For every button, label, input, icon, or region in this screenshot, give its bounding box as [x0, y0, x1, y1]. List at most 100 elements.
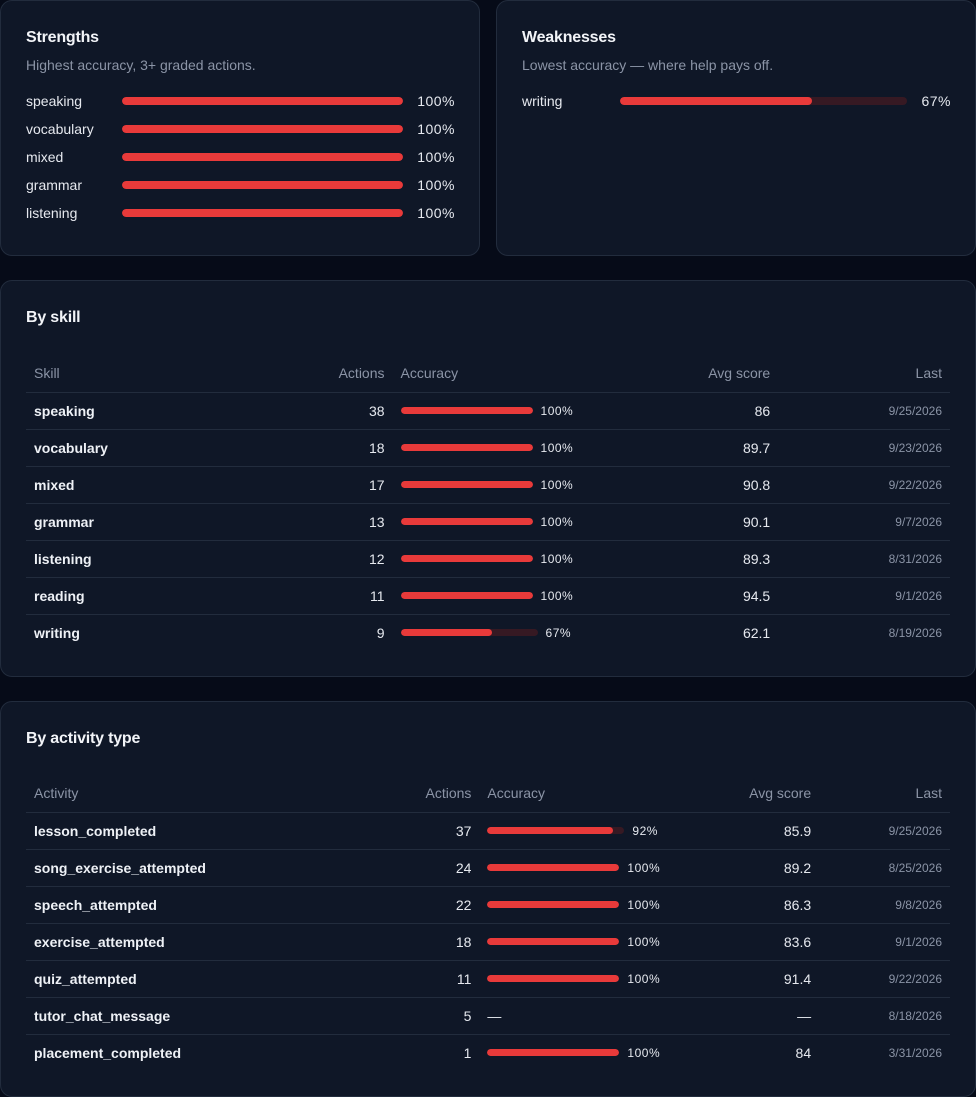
row-last-date: 9/7/2026 — [778, 503, 950, 541]
row-last-date: 9/22/2026 — [819, 960, 950, 998]
row-actions: 12 — [220, 540, 393, 578]
column-header-avg-score[interactable]: Avg score — [622, 355, 779, 393]
accuracy-bar-fill — [122, 181, 403, 189]
accuracy-bar-fill — [400, 444, 533, 451]
row-avg-score: 84 — [795, 1044, 812, 1061]
column-header-last[interactable]: Last — [819, 775, 950, 813]
table-row[interactable]: tutor_chat_message 5— —8/18/2026 — [26, 997, 950, 1035]
row-last-date: 9/25/2026 — [778, 392, 950, 430]
accuracy-bar — [487, 864, 620, 871]
accuracy-percent: 100% — [627, 971, 661, 986]
accuracy-empty: — — [487, 1007, 502, 1024]
row-accuracy: 100% — [479, 849, 698, 887]
table-row[interactable]: speech_attempted 22 100% 86.3 9/8/2026 — [26, 886, 950, 924]
column-header-activity[interactable]: Activity — [26, 775, 306, 813]
accuracy-percent: 100% — [540, 440, 574, 455]
bar-label: speaking — [26, 93, 83, 109]
row-avg-score: 86 — [622, 392, 779, 430]
column-header-avg-score[interactable]: Avg score — [697, 775, 820, 813]
table-row[interactable]: reading 11 100% 94.5 9/1/2026 — [26, 577, 950, 615]
row-last-date: 8/19/2026 — [888, 625, 942, 640]
by-skill-card: By skill Skill Actions Accuracy Avg scor… — [0, 280, 976, 677]
weaknesses-title: Weaknesses — [522, 29, 616, 46]
row-actions: 17 — [220, 466, 393, 504]
table-row[interactable]: exercise_attempted 18 100% 83.6 9/1/2026 — [26, 923, 950, 961]
row-name: tutor_chat_message — [26, 997, 306, 1035]
row-name: mixed — [26, 466, 221, 504]
accuracy-cell: 100% — [487, 935, 689, 949]
row-last-date: 9/22/2026 — [778, 466, 950, 504]
row-avg-score: — — [697, 997, 820, 1035]
accuracy-cell: 100% — [400, 589, 615, 603]
row-last-date: 9/8/2026 — [819, 886, 950, 924]
column-header-actions[interactable]: Actions — [305, 775, 480, 813]
accuracy-bar — [487, 827, 625, 834]
row-avg-score: 90.1 — [622, 503, 779, 541]
bar-row: writing 67% — [522, 87, 951, 115]
table-row[interactable]: placement_completed 1 100% 84 3/31/2026 — [26, 1034, 950, 1071]
by-activity-card: By activity type Activity Actions Accura… — [0, 701, 976, 1097]
accuracy-percent: 100% — [417, 205, 455, 221]
accuracy-percent: 100% — [627, 860, 661, 875]
row-avg-score: 86.3 — [697, 886, 820, 924]
table-row[interactable]: vocabulary 18 100% 89.7 9/23/2026 — [26, 429, 950, 467]
accuracy-bar-fill — [487, 864, 620, 871]
row-name: vocabulary — [26, 429, 221, 467]
row-name: song_exercise_attempted — [26, 849, 306, 887]
accuracy-percent: 100% — [627, 1045, 661, 1060]
accuracy-bar — [400, 407, 533, 414]
accuracy-percent: 67% — [545, 625, 572, 640]
table-row[interactable]: grammar 13 100% 90.1 9/7/2026 — [26, 503, 950, 541]
column-header-actions[interactable]: Actions — [220, 355, 393, 393]
bar-row: vocabulary 100% — [26, 115, 455, 143]
table-row[interactable]: lesson_completed 37 92% 85.9 9/25/2026 — [26, 812, 950, 850]
accuracy-percent: 67% — [921, 93, 951, 109]
bar-label: grammar — [26, 177, 83, 193]
strengths-list: speaking 100% vocabulary 100% mixed 100% gramm… — [26, 87, 455, 227]
weaknesses-card: Weaknesses Lowest accuracy — where help … — [496, 0, 976, 256]
table-row[interactable]: song_exercise_attempted 24 100% 89.2 8/25/20… — [26, 849, 950, 887]
accuracy-bar — [400, 518, 533, 525]
accuracy-bar-fill — [400, 592, 533, 599]
table-row[interactable]: listening 12 100% 89.3 8/31/2026 — [26, 540, 950, 578]
column-header-last[interactable]: Last — [778, 355, 950, 393]
bar-label: writing — [522, 93, 563, 109]
row-name: writing — [34, 624, 80, 641]
row-avg-score: 83.6 — [697, 923, 820, 961]
by-skill-table: Skill Actions Accuracy Avg score Last sp… — [26, 355, 950, 651]
table-row[interactable]: mixed 17 100% 90.8 9/22/2026 — [26, 466, 950, 504]
accuracy-bar — [400, 481, 533, 488]
row-actions: 38 — [220, 392, 393, 430]
row-name: grammar — [26, 503, 221, 541]
accuracy-cell: 100% — [400, 514, 615, 529]
weaknesses-subtitle: Lowest accuracy — where help pays off. — [522, 57, 774, 73]
row-actions: 22 — [305, 886, 480, 924]
row-name: lesson_completed — [26, 812, 306, 850]
table-row[interactable]: writing 9 67% 62.1 8/19/2026 — [26, 614, 950, 651]
accuracy-bar-fill — [487, 1049, 620, 1057]
table-row[interactable]: speaking 38 100% 86 9/25/2026 — [26, 392, 950, 430]
accuracy-cell: 100% — [400, 552, 615, 566]
column-header-skill[interactable]: Skill — [26, 355, 221, 393]
strengths-card: Strengths Highest accuracy, 3+ graded ac… — [0, 0, 480, 256]
table-header-row: Activity Actions Accuracy Avg score Last — [26, 775, 950, 813]
accuracy-bar-fill — [400, 481, 533, 488]
table-row[interactable]: quiz_attempted 11 100% 91.4 9/22/2026 — [26, 960, 950, 998]
bar-label: vocabulary — [26, 121, 94, 137]
row-last-date: 3/31/2026 — [888, 1045, 942, 1060]
row-accuracy: 100% — [392, 503, 623, 541]
weaknesses-list: writing 67% — [522, 87, 951, 115]
accuracy-bar-fill — [400, 629, 493, 637]
column-header-accuracy[interactable]: Accuracy — [392, 355, 623, 393]
accuracy-cell: — — [487, 1008, 689, 1024]
column-header-accuracy[interactable]: Accuracy — [479, 775, 698, 813]
row-accuracy: 100% — [479, 960, 698, 998]
row-accuracy: 67% — [393, 614, 623, 651]
accuracy-percent: 100% — [540, 514, 574, 529]
by-skill-table-body: speaking 38 100% 86 9/25/2026 vocabulary 18 100… — [26, 392, 950, 651]
row-actions: 37 — [305, 812, 480, 850]
row-avg-score: 89.2 — [697, 849, 820, 887]
by-activity-table: Activity Actions Accuracy Avg score Last… — [26, 775, 950, 1071]
row-accuracy: 100% — [392, 540, 623, 578]
row-actions: 24 — [305, 849, 480, 887]
